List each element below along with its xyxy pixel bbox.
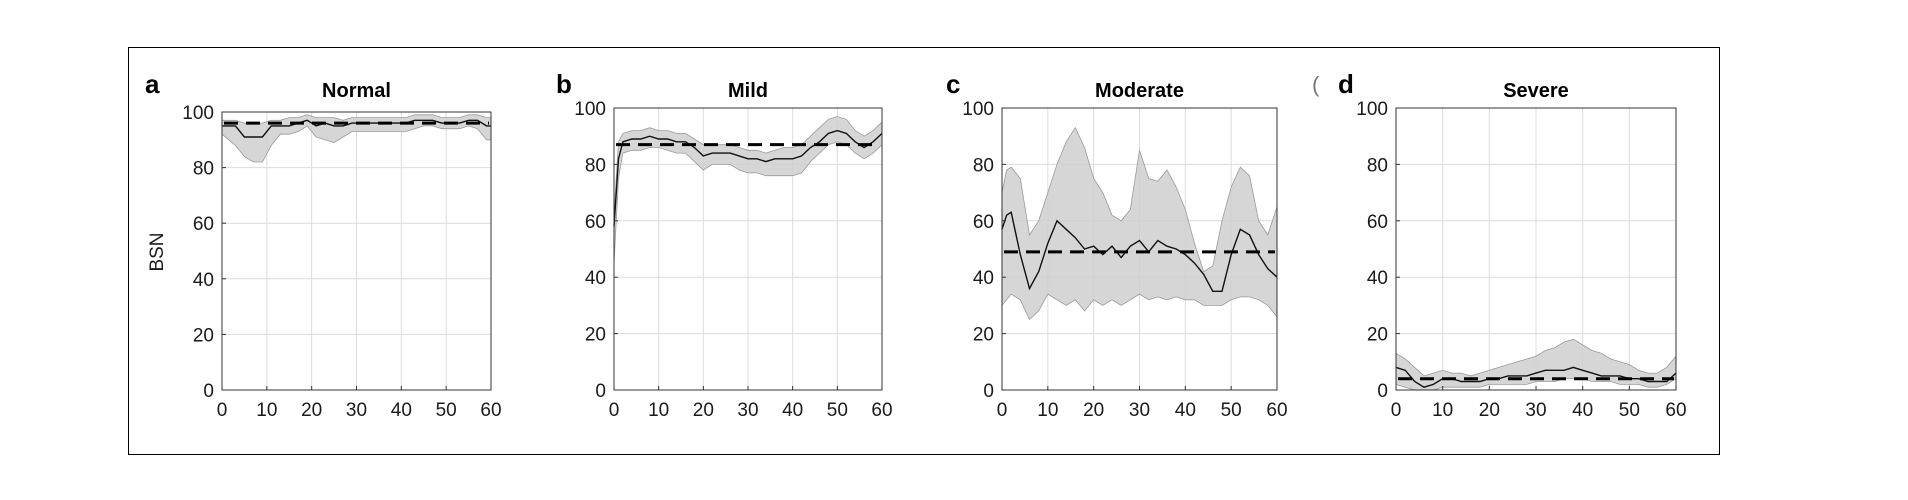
y-axis-label: BSN — [147, 232, 168, 271]
panel-letter: a — [145, 69, 160, 99]
x-tick-label: 60 — [480, 400, 501, 421]
x-tick-label: 50 — [827, 400, 848, 421]
x-tick-label: 10 — [648, 400, 669, 421]
x-tick-label: 40 — [782, 400, 803, 421]
y-tick-label: 20 — [585, 325, 606, 346]
y-tick-label: 0 — [203, 381, 214, 402]
x-tick-label: 40 — [391, 400, 412, 421]
x-tick-label: 10 — [256, 400, 277, 421]
y-tick-label: 0 — [983, 381, 994, 402]
panel-c: 0 10 20 30 40 50 60 0 20 40 60 80 100 Moderate c — [946, 69, 1288, 421]
x-tick-label: 60 — [871, 400, 892, 421]
y-tick-label: 100 — [574, 99, 606, 120]
y-tick-label: 60 — [193, 214, 214, 235]
x-tick-label: 0 — [609, 400, 620, 421]
y-tick-label: 40 — [973, 268, 994, 289]
x-tick-label: 0 — [1391, 400, 1402, 421]
panel-title: Normal — [322, 80, 391, 102]
y-tick-label: 80 — [585, 155, 606, 176]
x-tick-label: 30 — [346, 400, 367, 421]
median-line — [613, 129, 883, 227]
x-tick-label: 20 — [693, 400, 714, 421]
x-tick-label: 40 — [1175, 400, 1196, 421]
x-tick-label: 50 — [1619, 400, 1640, 421]
y-tick-label: 60 — [973, 212, 994, 233]
y-tick-label: 80 — [1367, 155, 1388, 176]
y-tick-label: 20 — [193, 325, 214, 346]
x-tick-label: 30 — [1129, 400, 1150, 421]
panel-title: Moderate — [1095, 80, 1184, 102]
x-tick-label: 20 — [1479, 400, 1500, 421]
y-tick-label: 100 — [1356, 99, 1388, 120]
panel-b: 0 10 20 30 40 50 60 0 20 40 60 80 100 Mild b — [556, 69, 893, 421]
panel-letter: b — [556, 69, 572, 99]
x-tick-label: 20 — [301, 400, 322, 421]
y-tick-label: 60 — [1367, 212, 1388, 233]
figure-frame — [128, 47, 1720, 455]
stray-mark: ( — [1312, 72, 1320, 97]
y-tick-label: 40 — [193, 270, 214, 291]
y-tick-label: 20 — [1367, 325, 1388, 346]
median-line — [1001, 211, 1278, 292]
panel-d: 0 10 20 30 40 50 60 0 20 40 60 80 100 Severe d — [1338, 69, 1687, 421]
y-tick-label: 80 — [973, 155, 994, 176]
panel-letter: c — [946, 69, 960, 99]
y-tick-label: 80 — [193, 159, 214, 180]
x-tick-label: 60 — [1266, 400, 1287, 421]
x-tick-label: 20 — [1083, 400, 1104, 421]
y-tick-label: 20 — [973, 325, 994, 346]
x-tick-label: 0 — [217, 400, 228, 421]
x-tick-label: 30 — [737, 400, 758, 421]
y-tick-label: 100 — [962, 99, 994, 120]
y-tick-label: 0 — [595, 381, 606, 402]
x-tick-label: 60 — [1665, 400, 1686, 421]
x-tick-label: 10 — [1037, 400, 1058, 421]
panel-a: 0 10 20 30 40 50 60 0 20 40 60 80 100 Normal a BSN — [145, 69, 502, 421]
y-tick-label: 0 — [1377, 381, 1388, 402]
y-tick-label: 100 — [182, 103, 214, 124]
panel-letter: d — [1338, 69, 1354, 99]
x-tick-label: 40 — [1572, 400, 1593, 421]
panel-title: Mild — [728, 80, 768, 102]
y-tick-label: 60 — [585, 212, 606, 233]
y-tick-label: 40 — [585, 268, 606, 289]
y-tick-label: 40 — [1367, 268, 1388, 289]
x-tick-label: 10 — [1432, 400, 1453, 421]
panel-title: Severe — [1503, 80, 1569, 102]
x-tick-label: 30 — [1525, 400, 1546, 421]
x-tick-label: 50 — [1221, 400, 1242, 421]
x-tick-label: 0 — [997, 400, 1008, 421]
x-tick-label: 50 — [436, 400, 457, 421]
